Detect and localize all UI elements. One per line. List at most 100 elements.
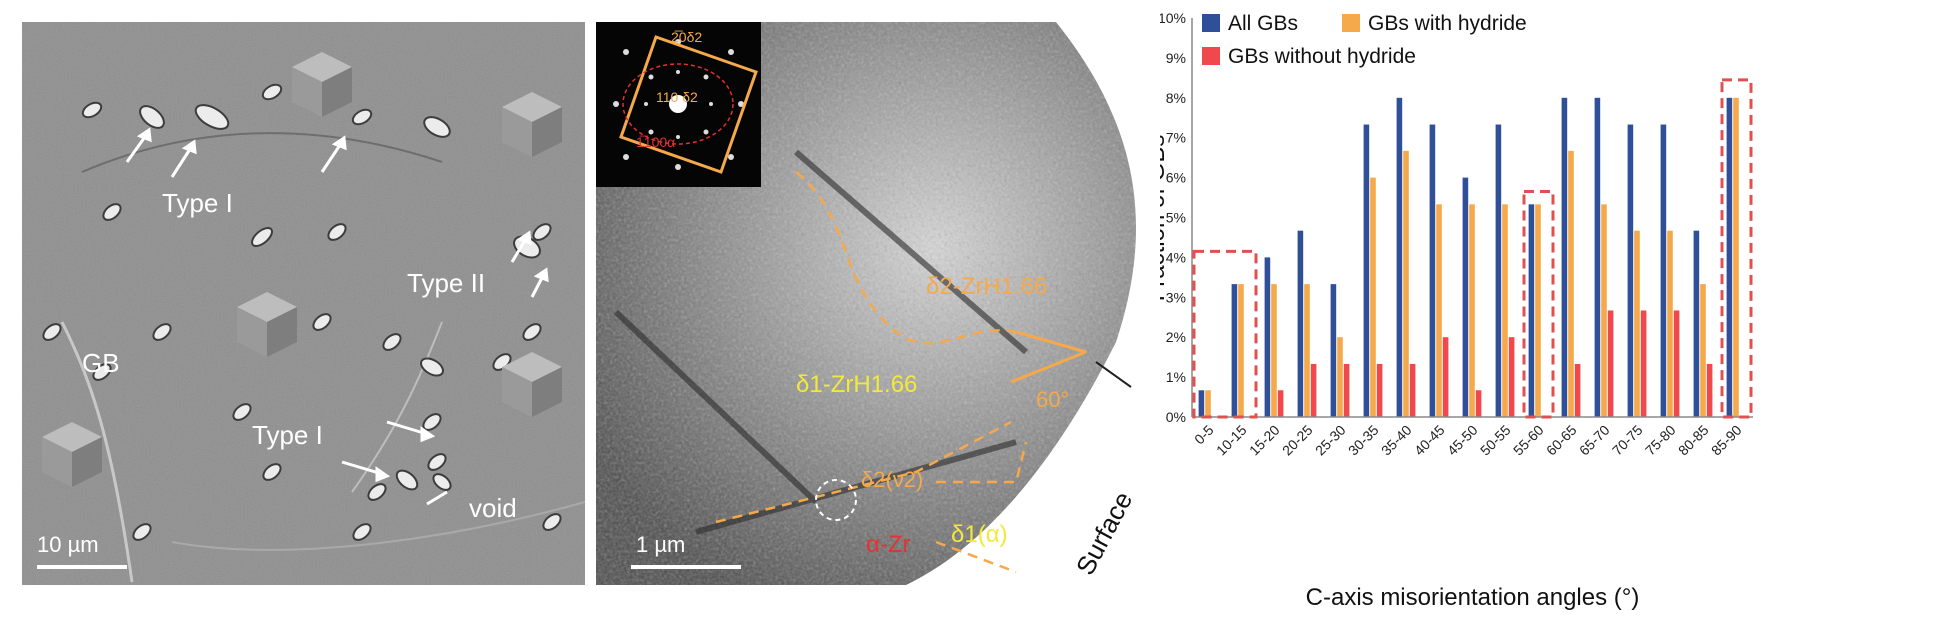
bar-all-gbs	[1495, 124, 1502, 418]
hydride-particles	[42, 83, 562, 541]
bar-all-gbs	[1561, 97, 1568, 418]
bar-all-gbs	[1594, 97, 1601, 418]
legend: All GBs GBs with hydride GBs without hydri…	[1202, 12, 1527, 68]
legend-label: GBs with hydride	[1368, 12, 1527, 35]
y-tick-label: 7%	[1166, 130, 1186, 146]
highlight-box	[1720, 78, 1753, 419]
sem-scalebar-label: 10 µm	[37, 532, 99, 557]
sem-micrograph-panel: Type I Type II GB Type I void 10 µm	[22, 22, 585, 585]
bar-gbs-with-hydride	[1271, 284, 1277, 417]
bar-all-gbs	[1297, 230, 1304, 417]
bar-gbs-with-hydride	[1403, 150, 1409, 417]
x-tick-label: 75-80	[1642, 422, 1679, 459]
label-void: void	[469, 493, 517, 523]
bars	[1198, 97, 1739, 418]
label-gb: GB	[82, 348, 120, 378]
bar-all-gbs	[1660, 124, 1667, 418]
bar-gbs-with-hydride	[1634, 230, 1640, 417]
x-tick-label: 25-30	[1312, 422, 1349, 459]
diffraction-inset: 2̅0δ2 110 δ2 1̅100α	[596, 22, 761, 187]
bar-gbs-without-hydride	[1673, 310, 1680, 417]
x-tick-label: 10-15	[1213, 422, 1250, 459]
x-tick-label: 70-75	[1609, 422, 1646, 459]
bar-chart-panel: 0% 1% 2% 3% 4% 5% 6% 7% 8% 9% 10% 0-5 10-15 15-20 20-…	[1160, 0, 1949, 617]
x-tick-label: 65-70	[1576, 422, 1613, 459]
bar-gbs-without-hydride	[1508, 337, 1515, 417]
grain-boundary	[81, 132, 443, 173]
diffraction-label-bottom: 1̅100α	[636, 134, 675, 150]
y-axis-title: Fraction of GBs	[1160, 135, 1170, 302]
bar-gbs-with-hydride	[1238, 284, 1244, 417]
bar-gbs-with-hydride	[1370, 177, 1376, 417]
tem-micrograph-panel: 2̅0δ2 110 δ2 1̅100α δ2-ZrH1.66 δ1-ZrH1.6…	[596, 22, 1159, 585]
x-tick-label: 45-50	[1444, 422, 1481, 459]
bar-gbs-without-hydride	[1442, 337, 1449, 417]
bar-gbs-without-hydride	[1277, 390, 1284, 417]
y-tick-label: 4%	[1166, 249, 1186, 265]
y-tick-label: 3%	[1166, 289, 1186, 305]
highlight-box	[1192, 249, 1258, 419]
bar-gbs-without-hydride	[1640, 310, 1647, 417]
label-delta1-zrh: δ1-ZrH1.66	[796, 371, 917, 398]
bar-gbs-with-hydride	[1733, 97, 1739, 418]
y-tick-label: 10%	[1160, 10, 1186, 26]
x-tick-label: 50-55	[1477, 422, 1514, 459]
sem-image: Type I Type II GB Type I void 10 µm	[22, 22, 585, 585]
bar-all-gbs	[1627, 124, 1634, 418]
bar-gbs-without-hydride	[1574, 363, 1581, 417]
bar-gbs-with-hydride	[1205, 390, 1211, 417]
x-tick-label: 30-35	[1345, 422, 1382, 459]
annotation-arrows	[125, 127, 549, 506]
x-tick-label: 80-85	[1675, 422, 1712, 459]
bar-gbs-with-hydride	[1304, 284, 1310, 417]
bar-all-gbs	[1330, 284, 1337, 417]
bar-gbs-without-hydride	[1607, 310, 1614, 417]
bar-all-gbs	[1528, 204, 1535, 417]
diffraction-label-mid: 110 δ2	[656, 89, 698, 105]
bar-all-gbs	[1462, 177, 1469, 417]
grain-boundary	[351, 321, 443, 493]
highlight-boxes	[1192, 78, 1753, 419]
x-tick-label: 40-45	[1411, 422, 1448, 459]
bar-gbs-without-hydride	[1706, 363, 1713, 417]
bar-all-gbs	[1726, 97, 1733, 418]
bar-gbs-without-hydride	[1310, 363, 1317, 417]
y-tick-label: 8%	[1166, 90, 1186, 106]
label-delta1-alpha: δ1(α)	[951, 521, 1008, 548]
grain-boundary	[171, 501, 585, 551]
highlight-circle	[815, 479, 857, 521]
y-tick-label: 2%	[1166, 329, 1186, 345]
legend-label: All GBs	[1228, 12, 1298, 35]
legend-swatch	[1202, 14, 1220, 32]
bar-gbs-with-hydride	[1502, 204, 1508, 417]
tem-scalebar-label: 1 µm	[636, 532, 685, 557]
x-tick-label: 0-5	[1191, 422, 1217, 448]
bar-gbs-with-hydride	[1601, 204, 1607, 417]
unit-cell-cubes	[42, 52, 562, 487]
label-delta2-v2: δ2(ν2)	[861, 467, 923, 492]
bar-all-gbs	[1693, 230, 1700, 417]
label-type-ii: Type II	[407, 268, 485, 298]
bar-all-gbs	[1396, 97, 1403, 418]
angle-line	[1010, 350, 1087, 384]
x-axis: 0-510-1515-2020-2525-3030-3535-4040-4545…	[1191, 416, 1753, 459]
y-tick-label: 9%	[1166, 50, 1186, 66]
bar-chart: 0% 1% 2% 3% 4% 5% 6% 7% 8% 9% 10% 0-510-1515-2020-…	[1160, 10, 1753, 611]
bar-gbs-without-hydride	[1376, 363, 1383, 417]
legend-swatch	[1202, 47, 1220, 65]
x-axis-title: C-axis misorientation angles (°)	[1306, 584, 1640, 611]
bar-all-gbs	[1264, 257, 1271, 417]
bar-all-gbs	[1198, 390, 1205, 417]
x-tick-label: 20-25	[1279, 422, 1316, 459]
y-tick-label: 5%	[1166, 210, 1186, 226]
bar-gbs-with-hydride	[1535, 204, 1541, 417]
bar-gbs-without-hydride	[1409, 363, 1416, 417]
bar-gbs-with-hydride	[1337, 337, 1343, 417]
bar-gbs-without-hydride	[1343, 363, 1350, 417]
bar-all-gbs	[1429, 124, 1436, 418]
legend-label: GBs without hydride	[1228, 45, 1416, 68]
x-tick-label: 15-20	[1246, 422, 1283, 459]
label-type-i-bottom: Type I	[252, 420, 323, 450]
bar-all-gbs	[1363, 124, 1370, 418]
bar-all-gbs	[1231, 284, 1238, 417]
